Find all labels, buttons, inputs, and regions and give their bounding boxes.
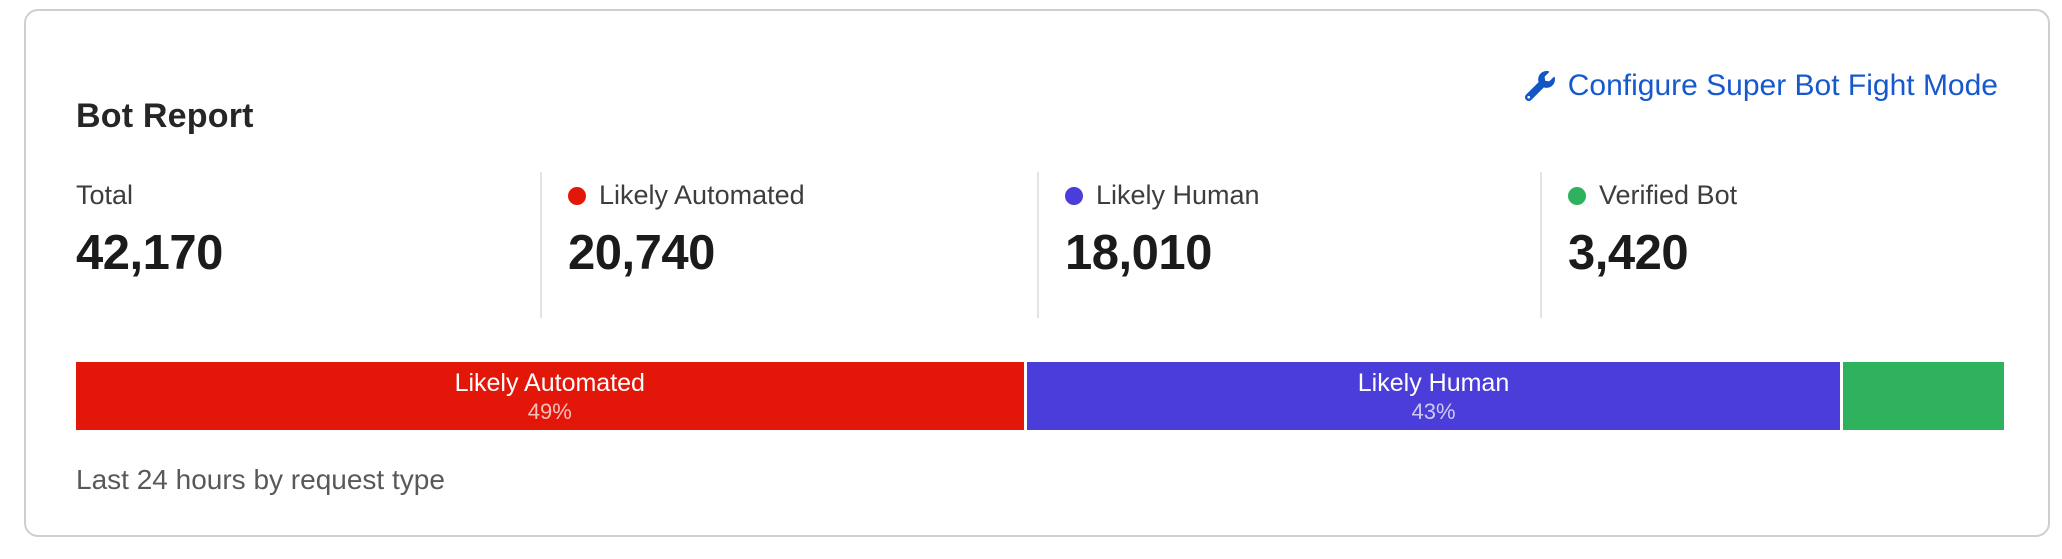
stat-label: Likely Human <box>1096 180 1260 210</box>
bar-segment-verified-bot <box>1843 362 2004 430</box>
stat-likely-automated: Likely Automated 20,740 <box>540 172 1037 318</box>
stat-label: Likely Automated <box>599 180 805 210</box>
chart-caption: Last 24 hours by request type <box>76 464 445 495</box>
stat-label-row: Likely Automated <box>568 180 1037 211</box>
stacked-bar-chart: Likely Automated 49% Likely Human 43% <box>76 362 2004 430</box>
stat-label: Verified Bot <box>1599 180 1738 210</box>
stat-total: Total 42,170 <box>76 172 540 318</box>
legend-dot-icon <box>1568 186 1586 205</box>
stat-label-row: Likely Human <box>1065 180 1540 211</box>
stat-value: 42,170 <box>76 226 223 280</box>
legend-dot-icon <box>1065 186 1083 205</box>
bar-segment-likely-automated: Likely Automated 49% <box>76 362 1024 430</box>
stat-likely-human: Likely Human 18,010 <box>1037 172 1540 318</box>
stat-value: 3,420 <box>1568 226 1689 280</box>
page-title: Bot Report <box>76 97 254 135</box>
stats-row: Total 42,170 Likely Automated 20,740 Likely … <box>76 172 1998 318</box>
stat-label-row: Total <box>76 180 540 211</box>
stat-value: 18,010 <box>1065 226 1212 280</box>
wrench-icon <box>1524 71 1555 101</box>
bar-segment-percent: 43% <box>1411 398 1456 424</box>
legend-dot-icon <box>568 186 586 205</box>
bar-segment-percent: 49% <box>527 398 572 424</box>
stat-verified-bot: Verified Bot 3,420 <box>1540 172 1998 318</box>
configure-link-label: Configure Super Bot Fight Mode <box>1567 69 1998 102</box>
stat-value: 20,740 <box>568 226 715 280</box>
stat-label-row: Verified Bot <box>1568 180 1998 211</box>
card-header: Bot Report Configure Super Bot Fight Mod… <box>76 11 1998 136</box>
bar-segment-label: Likely Human <box>1357 368 1510 397</box>
stat-label: Total <box>76 180 134 210</box>
bar-segment-likely-human: Likely Human 43% <box>1026 362 1841 430</box>
configure-super-bot-fight-mode-link[interactable]: Configure Super Bot Fight Mode <box>1524 69 1998 103</box>
bot-report-card: Bot Report Configure Super Bot Fight Mod… <box>24 9 2050 537</box>
bar-segment-label: Likely Automated <box>454 368 645 397</box>
